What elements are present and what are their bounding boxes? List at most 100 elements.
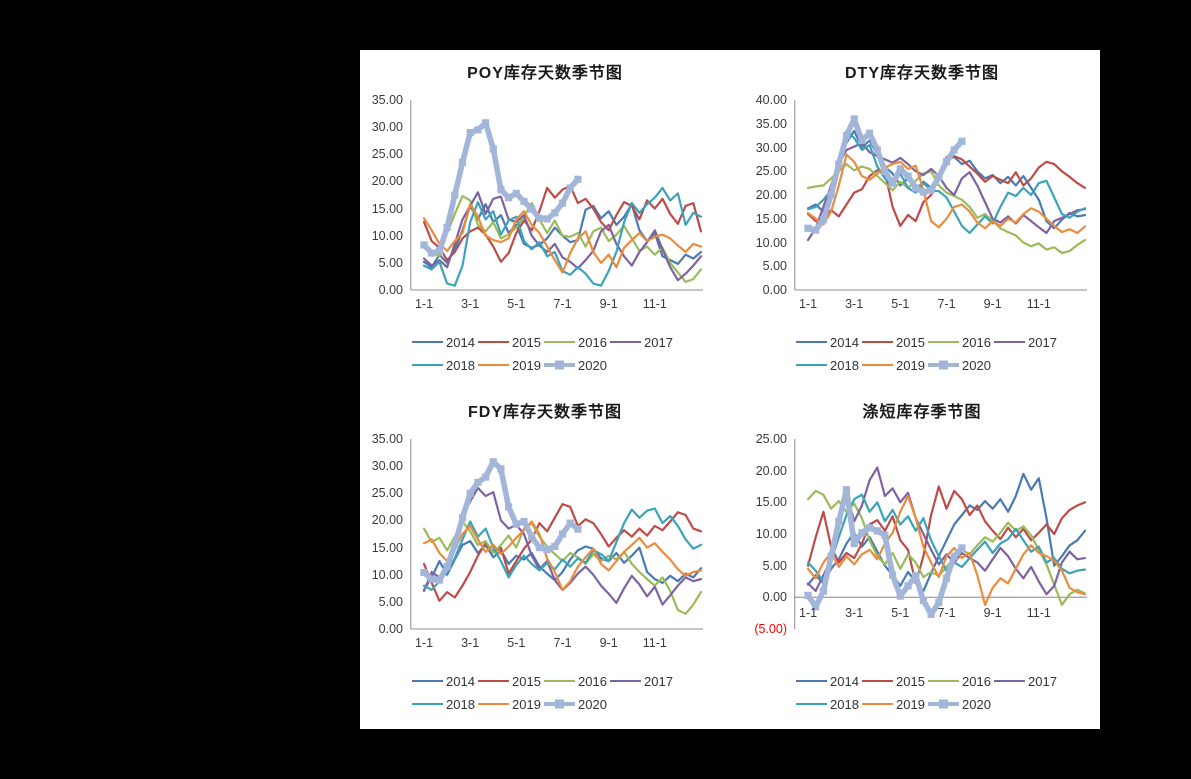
series-marker-2020: [520, 197, 528, 206]
x-tick-label: 1-1: [414, 297, 434, 311]
y-tick-label: 5.00: [378, 255, 403, 270]
series-marker-2020: [927, 186, 935, 194]
legend-marker-2020: [555, 360, 564, 370]
legend-swatch-2017: [994, 679, 1025, 683]
legend-label: 2019: [512, 357, 541, 373]
legend-label: 2019: [512, 696, 541, 712]
series-marker-2020: [428, 575, 436, 583]
plot-area: 1-1 3-1 5-1 7-1 9-1 11-1: [794, 100, 1087, 311]
legend-swatch-2020: [928, 699, 959, 709]
legend-label: 2020: [578, 696, 607, 712]
legend-item-2019: 2019: [478, 357, 544, 373]
x-tick-label: 3-1: [461, 297, 480, 311]
series-marker-2020: [858, 529, 866, 537]
series-marker-2020: [482, 119, 490, 127]
y-tick-label: 30.00: [371, 459, 403, 474]
x-tick-label: 1-1: [798, 606, 818, 621]
series-marker-2020: [482, 473, 490, 481]
y-tick-label: 25.00: [755, 164, 787, 179]
x-tick-label: 7-1: [937, 606, 956, 621]
legend-swatch-2018: [412, 702, 443, 706]
legend-label: 2016: [578, 334, 607, 350]
series-marker-2020: [505, 194, 513, 202]
series-marker-2020: [812, 226, 820, 234]
y-tick-label: 20.00: [755, 463, 787, 478]
legend-swatch-2020: [928, 360, 959, 370]
legend-label: 2015: [896, 673, 925, 689]
series-marker-2020: [889, 179, 897, 187]
legend-marker-2020: [939, 360, 948, 370]
legend-marker-2020: [555, 699, 564, 709]
chart-body: 25.00 20.00 15.00 10.00 5.00 0.00 (5.00) 1-1 3-…: [744, 432, 1100, 636]
legend-label: 2016: [578, 673, 607, 689]
y-tick-label: 15.00: [371, 540, 403, 555]
chart-title: 涤短库存季节图: [862, 404, 982, 421]
legend-label: 2017: [644, 334, 673, 350]
series-marker-2020: [474, 126, 482, 134]
x-tick-label: 5-1: [891, 606, 910, 621]
x-tick-label: 1-1: [414, 636, 434, 650]
legend-swatch-2016: [928, 679, 959, 683]
series-marker-2020: [904, 172, 912, 180]
series-marker-2020: [935, 173, 943, 181]
series-line-2015: [422, 502, 703, 602]
legend-item-2015: 2015: [862, 334, 928, 350]
chart-title: FDY库存天数季节图: [467, 404, 622, 421]
series-marker-2020: [520, 517, 528, 526]
legend-label: 2014: [830, 673, 859, 689]
series-marker-2020: [458, 514, 467, 522]
y-tick-label: 20.00: [755, 188, 787, 202]
legend-item-2020: 2020: [928, 696, 994, 712]
legend-item-2017: 2017: [610, 673, 673, 689]
series-marker-2020: [551, 542, 559, 551]
legend-item-2018: 2018: [412, 696, 478, 712]
y-tick-label: 0.00: [762, 590, 787, 605]
series-marker-2020: [435, 576, 443, 584]
plot-area: 1-1 3-1 5-1 7-1 9-1 11-1: [794, 439, 1087, 629]
y-axis-labels: 35.00 30.00 25.00 20.00 15.00 10.00 5.00 0.00: [360, 93, 410, 297]
y-tick-label: 15.00: [755, 495, 787, 510]
y-tick-label: 35.00: [755, 116, 787, 131]
legend-swatch-2016: [544, 340, 575, 344]
series-marker-2020: [889, 571, 897, 579]
series-marker-2020: [858, 136, 866, 144]
legend-item-2019: 2019: [862, 357, 928, 373]
y-tick-label: 30.00: [755, 140, 787, 155]
x-tick-label: 5-1: [891, 297, 910, 311]
series-marker-2020: [497, 465, 505, 473]
legend-swatch-2018: [796, 702, 827, 706]
legend-item-2018: 2018: [412, 357, 478, 373]
legend-item-2015: 2015: [862, 673, 928, 689]
y-tick-label: 10.00: [755, 527, 787, 541]
series-line-2015: [806, 485, 1087, 585]
legend-item-2018: 2018: [796, 696, 862, 712]
y-axis-labels: 40.00 35.00 30.00 25.00 20.00 15.00 10.00 5.00 0…: [744, 93, 794, 297]
series-marker-2020: [812, 603, 820, 611]
x-tick-label: 7-1: [553, 636, 572, 650]
plot-svg: [794, 439, 1087, 629]
plot-area: 1-1 3-1 5-1 7-1 9-1 11-1: [410, 100, 703, 311]
legend-item-2018: 2018: [796, 357, 862, 373]
x-tick-label: 9-1: [983, 606, 1002, 621]
series-marker-2020: [958, 137, 966, 145]
chart-body: 35.00 30.00 25.00 20.00 15.00 10.00 5.00 0.00 1…: [360, 432, 730, 650]
series-marker-2020: [443, 563, 451, 571]
series-marker-2020: [489, 145, 497, 153]
legend-swatch-2016: [928, 340, 959, 344]
x-tick-label: 11-1: [1026, 606, 1051, 621]
chart-body: 35.00 30.00 25.00 20.00 15.00 10.00 5.00 0.00 1…: [360, 93, 730, 311]
x-tick-label: 3-1: [461, 636, 480, 650]
series-marker-2020: [866, 129, 874, 137]
legend-swatch-2019: [478, 702, 509, 706]
legend-item-2017: 2017: [610, 334, 673, 350]
plot-svg: [410, 100, 703, 291]
series-marker-2020: [505, 503, 513, 511]
chart-title: POY库存天数季节图: [467, 65, 623, 82]
legend-label: 2016: [962, 673, 991, 689]
x-tick-label: 3-1: [845, 606, 864, 621]
legend-label: 2019: [896, 357, 925, 373]
y-tick-label: 35.00: [371, 93, 403, 107]
y-axis-labels: 35.00 30.00 25.00 20.00 15.00 10.00 5.00 0.00: [360, 432, 410, 636]
series-marker-2020: [420, 568, 428, 577]
